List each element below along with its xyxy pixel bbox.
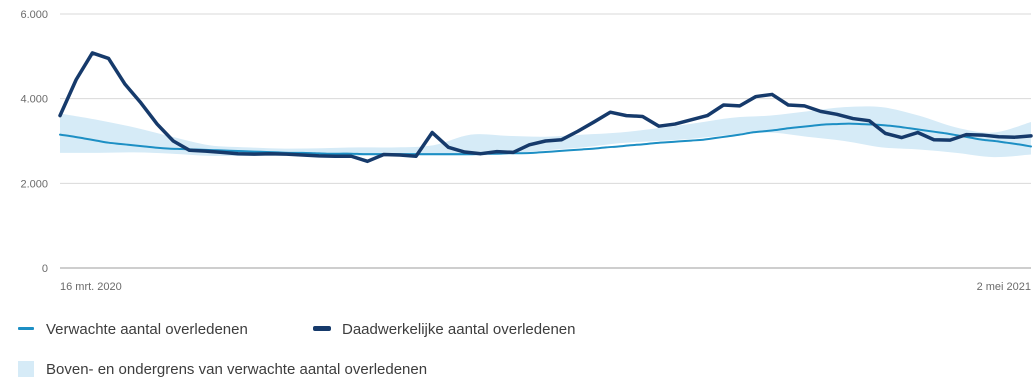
legend-item-actual: Daadwerkelijke aantal overledenen [313, 321, 575, 338]
x-axis-end-label: 2 mei 2021 [977, 281, 1031, 293]
legend-label-actual: Daadwerkelijke aantal overledenen [342, 321, 575, 338]
legend-item-expected: Verwachte aantal overledenen [18, 321, 248, 338]
legend-swatch-actual [313, 326, 331, 331]
legend-label-band: Boven- en ondergrens van verwachte aanta… [46, 361, 427, 378]
legend-swatch-band [18, 361, 34, 377]
x-axis-start-label: 16 mrt. 2020 [60, 281, 122, 293]
legend-item-band: Boven- en ondergrens van verwachte aanta… [18, 361, 427, 378]
y-tick-label-0: 0 [42, 263, 48, 275]
expected-range-band [60, 106, 1031, 158]
y-axis-tick-labels: 0 2.000 4.000 6.000 [20, 9, 48, 275]
series-line-expected [59, 122, 1032, 156]
chart-grid [60, 13, 1031, 269]
series-layer [58, 51, 1033, 164]
y-tick-label-2000: 2.000 [20, 178, 48, 190]
y-tick-label-6000: 6.000 [20, 9, 48, 21]
series-line-actual [58, 51, 1033, 164]
y-tick-label-4000: 4.000 [20, 94, 48, 106]
expected-range-band-layer [60, 106, 1031, 158]
legend-label-expected: Verwachte aantal overledenen [46, 321, 248, 338]
legend-swatch-expected [18, 327, 34, 330]
legend: Verwachte aantal overledenen Daadwerkeli… [18, 321, 575, 378]
